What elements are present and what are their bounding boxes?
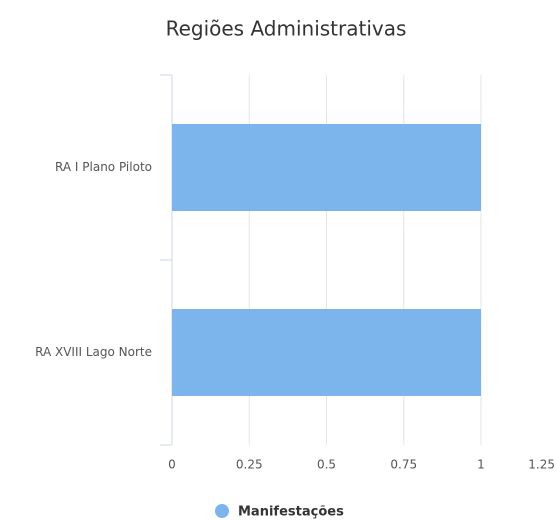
x-tick-label: 1.25 — [528, 458, 555, 472]
legend-marker — [215, 504, 229, 518]
legend-label: Manifestações — [238, 505, 344, 520]
x-tick-label: 1 — [477, 458, 485, 472]
bar — [172, 309, 481, 396]
x-tick-label: 0.75 — [390, 458, 417, 472]
bar — [172, 124, 481, 211]
y-tick-label: RA I Plano Piloto — [55, 160, 152, 174]
y-tick-label: RA XVIII Lago Norte — [35, 345, 152, 359]
x-tick-label: 0 — [168, 458, 176, 472]
chart-title: Regiões Administrativas — [166, 17, 407, 41]
x-tick-label: 0.5 — [317, 458, 336, 472]
x-tick-label: 0.25 — [236, 458, 263, 472]
